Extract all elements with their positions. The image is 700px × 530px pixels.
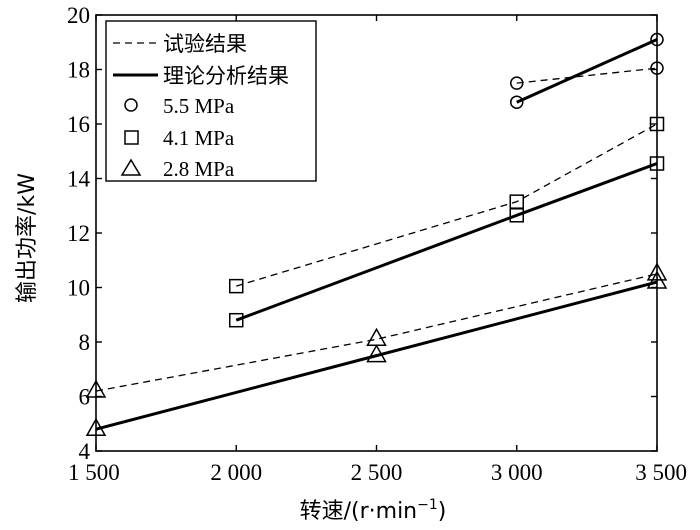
legend-label-5-5-mpa: 5.5 MPa <box>163 94 235 118</box>
legend-triangle-marker <box>120 158 142 176</box>
data-point-5-5mpa-theory <box>510 95 524 109</box>
y-tick-label: 6 <box>79 385 91 410</box>
legend-box <box>105 20 317 182</box>
y-tick-label: 16 <box>67 112 90 137</box>
legend-label-experiment: 试验结果 <box>163 32 247 56</box>
x-axis-title-close: ) <box>438 499 447 524</box>
y-tick-label: 12 <box>67 221 90 246</box>
series-line-5-5mpa-theory <box>516 38 658 104</box>
data-point-5-5mpa-experiment <box>510 76 524 90</box>
x-tick-label: 2 000 <box>210 460 262 485</box>
x-tick-label: 3 000 <box>491 460 543 485</box>
series-layer <box>85 32 668 436</box>
x-axis-title-main: 转速/(r·min <box>300 499 418 524</box>
y-tick-label: 10 <box>67 276 90 301</box>
x-tick-label: 2 500 <box>351 460 403 485</box>
series-line-4-1mpa-experiment <box>236 123 658 287</box>
legend: 试验结果 理论分析结果 5.5 MPa 4.1 MPa 2.8 MPa <box>105 20 317 182</box>
x-tick-label: 3 500 <box>635 460 687 485</box>
legend-circle-marker <box>124 98 138 112</box>
series-line-4-1mpa-theory <box>235 162 658 322</box>
y-tick-label: 4 <box>79 439 91 464</box>
legend-square-marker <box>124 130 139 145</box>
y-tick-label: 14 <box>67 167 91 192</box>
y-tick-label: 8 <box>79 330 91 355</box>
legend-label-4-1-mpa: 4.1 MPa <box>163 126 235 150</box>
data-point-2-8mpa-theory <box>366 344 387 363</box>
plot-frame <box>95 14 658 452</box>
data-point-4-1mpa-theory <box>229 312 244 328</box>
x-tick-label: 1 500 <box>68 460 120 485</box>
x-axis-title-superscript: −1 <box>417 497 438 513</box>
y-tick-label: 20 <box>67 3 90 28</box>
series-line-2-8mpa-theory <box>95 280 658 431</box>
y-axis-title: 输出功率/kW <box>15 173 40 303</box>
data-point-4-1mpa-experiment <box>229 278 244 294</box>
y-tick-label: 18 <box>67 58 90 83</box>
ticks-layer: 1 500 2 000 2 500 3 000 3 500 4 6 8 10 12 14 16 18 20 <box>67 3 687 485</box>
x-axis-title: 转速/(r·min−1) <box>300 497 447 524</box>
data-point-4-1mpa-theory <box>509 208 524 223</box>
legend-label-2-8-mpa: 2.8 MPa <box>163 157 235 181</box>
series-line-2-8mpa-experiment <box>95 273 658 392</box>
legend-label-theory: 理论分析结果 <box>163 64 289 88</box>
